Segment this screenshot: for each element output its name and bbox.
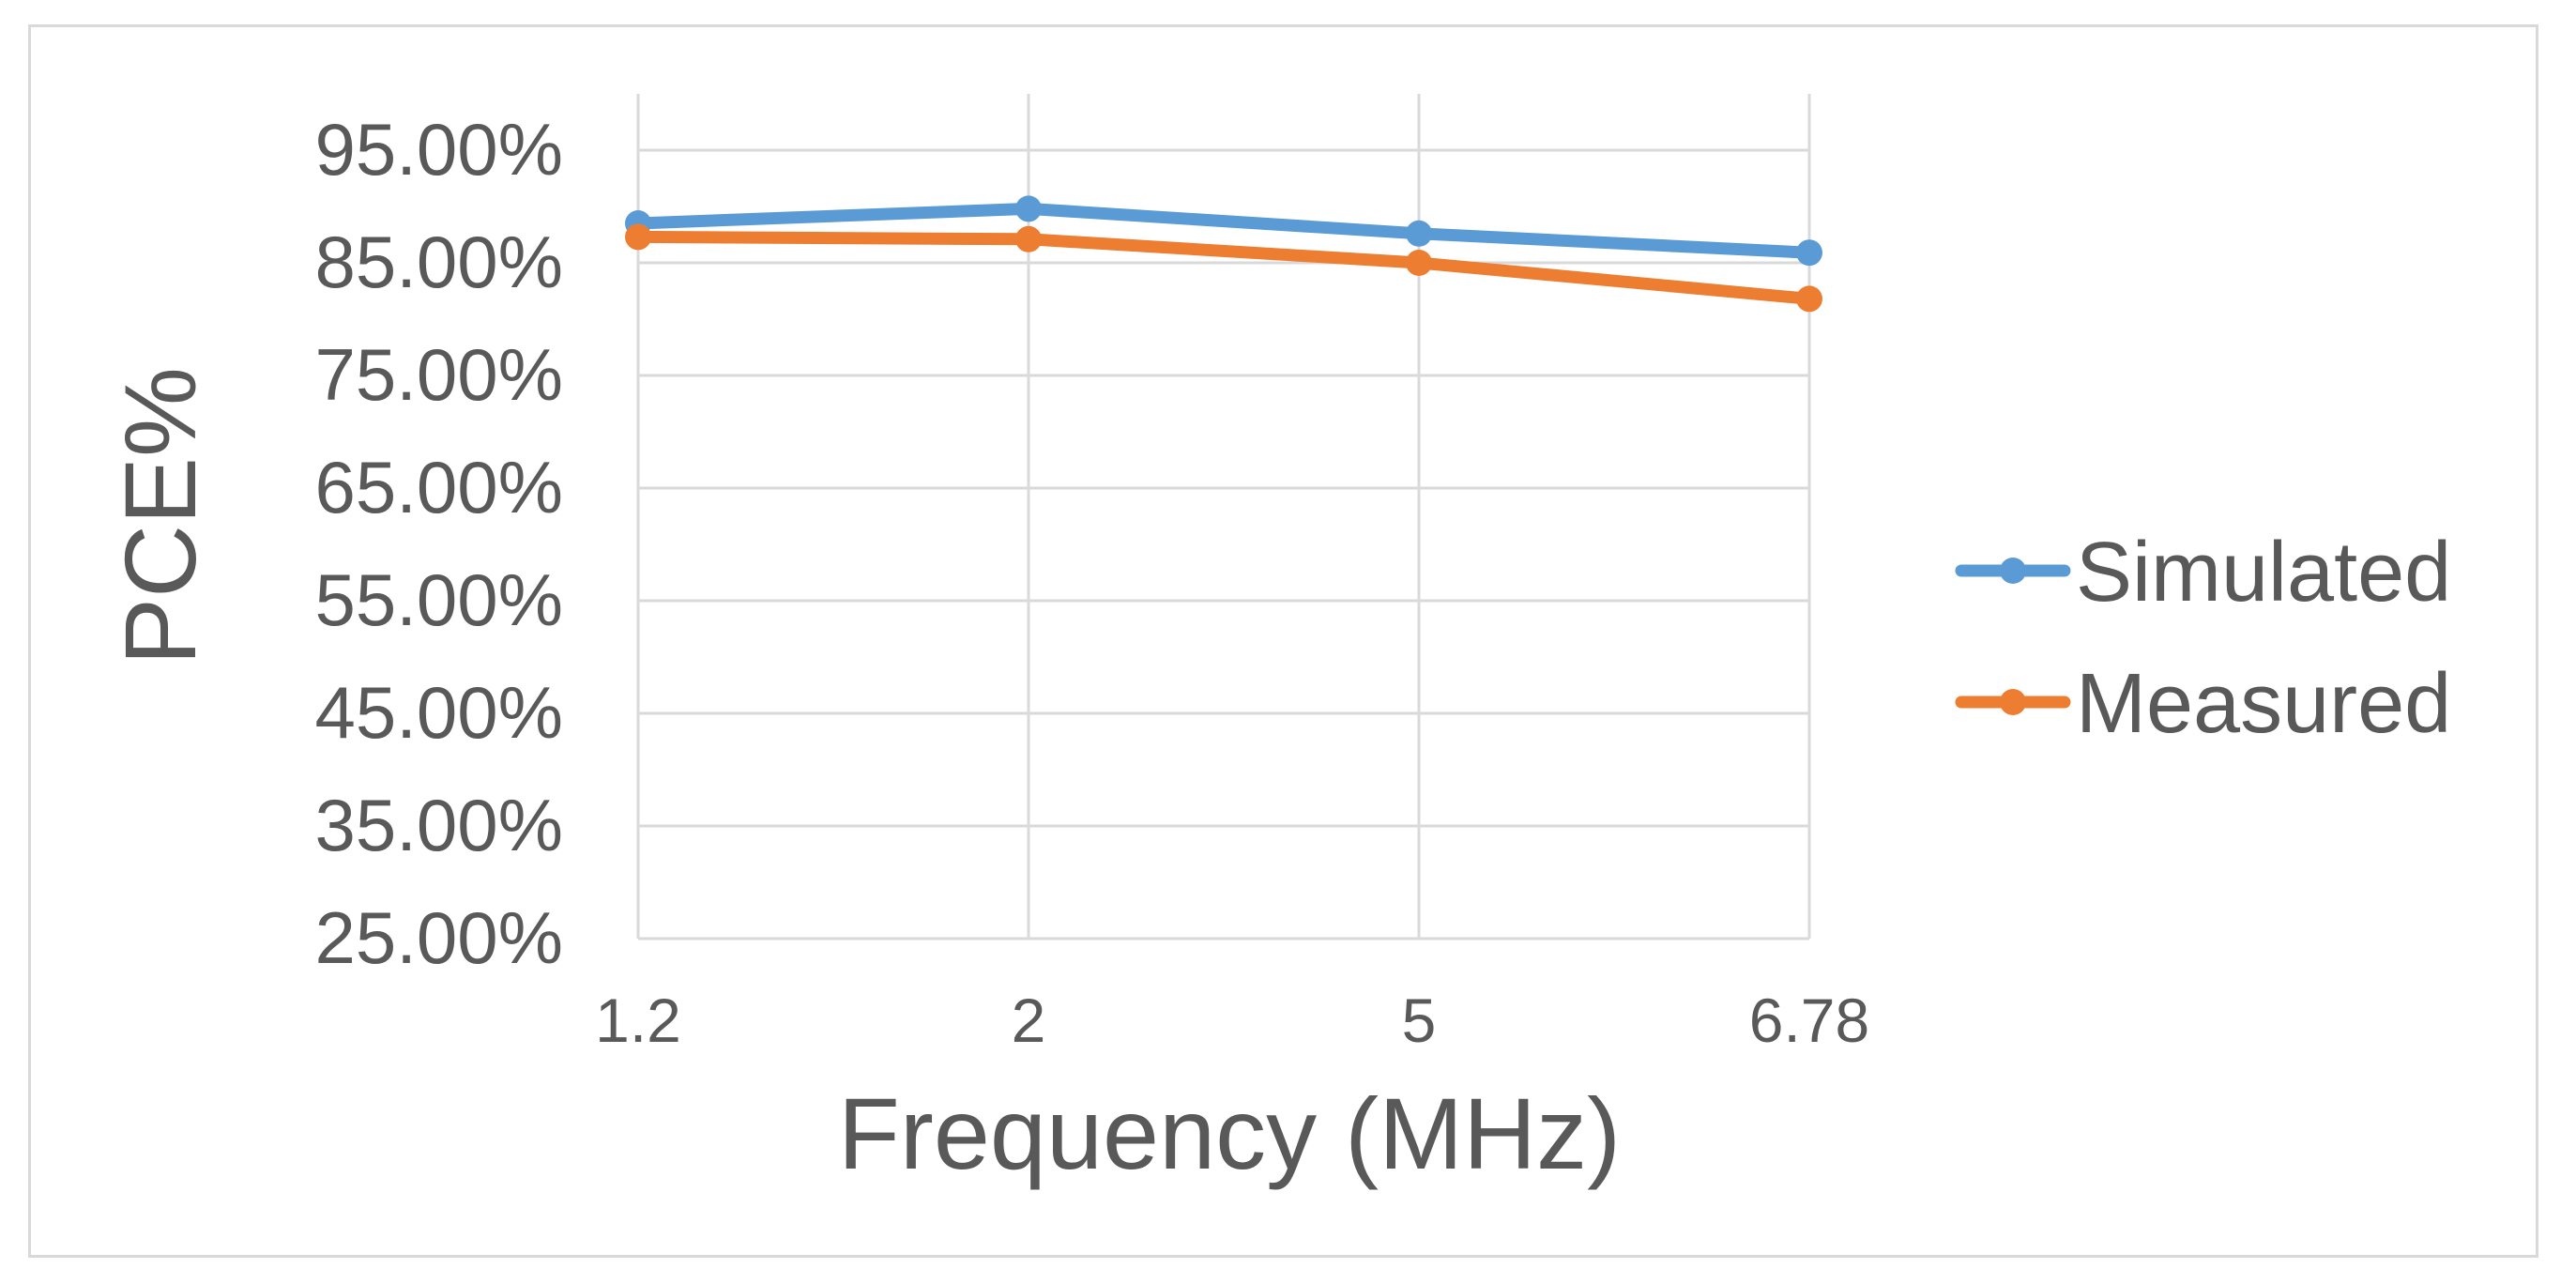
legend: Simulated Measured — [1955, 526, 2451, 751]
y-tick-label: 45.00% — [314, 671, 563, 754]
x-tick-label: 1.2 — [595, 986, 681, 1055]
series-line-simulated — [632, 202, 1816, 259]
legend-marker-measured — [2000, 689, 2026, 715]
data-point-simulated — [1406, 220, 1432, 247]
data-point-simulated — [1015, 195, 1042, 222]
y-axis-title: PCE% — [103, 367, 217, 665]
y-tick-label: 95.00% — [314, 108, 563, 191]
x-tick-label: 5 — [1402, 986, 1437, 1055]
x-axis-ticks: 1.2 2 5 6.78 — [595, 986, 1869, 1055]
series-line-measured — [632, 230, 1816, 305]
x-tick-label: 2 — [1012, 986, 1046, 1055]
legend-label-measured: Measured — [2076, 657, 2451, 751]
y-tick-label: 35.00% — [314, 784, 563, 866]
y-tick-label: 55.00% — [314, 558, 563, 641]
y-tick-label: 75.00% — [314, 333, 563, 416]
legend-label-simulated: Simulated — [2076, 526, 2451, 619]
legend-marker-simulated — [2000, 558, 2026, 584]
y-tick-label: 25.00% — [314, 896, 563, 979]
y-tick-label: 65.00% — [314, 446, 563, 528]
data-point-measured — [625, 223, 651, 251]
data-point-measured — [1796, 285, 1822, 313]
data-point-measured — [1406, 250, 1432, 276]
x-tick-label: 6.78 — [1749, 986, 1869, 1055]
y-tick-label: 85.00% — [314, 221, 563, 303]
x-axis-title: Frequency (MHz) — [838, 1077, 1621, 1190]
data-point-measured — [1015, 225, 1042, 252]
series-layer — [625, 195, 1822, 313]
y-axis-ticks: 25.00% 35.00% 45.00% 55.00% 65.00% 75.00% 85.0… — [314, 108, 563, 979]
data-point-simulated — [1796, 239, 1822, 267]
